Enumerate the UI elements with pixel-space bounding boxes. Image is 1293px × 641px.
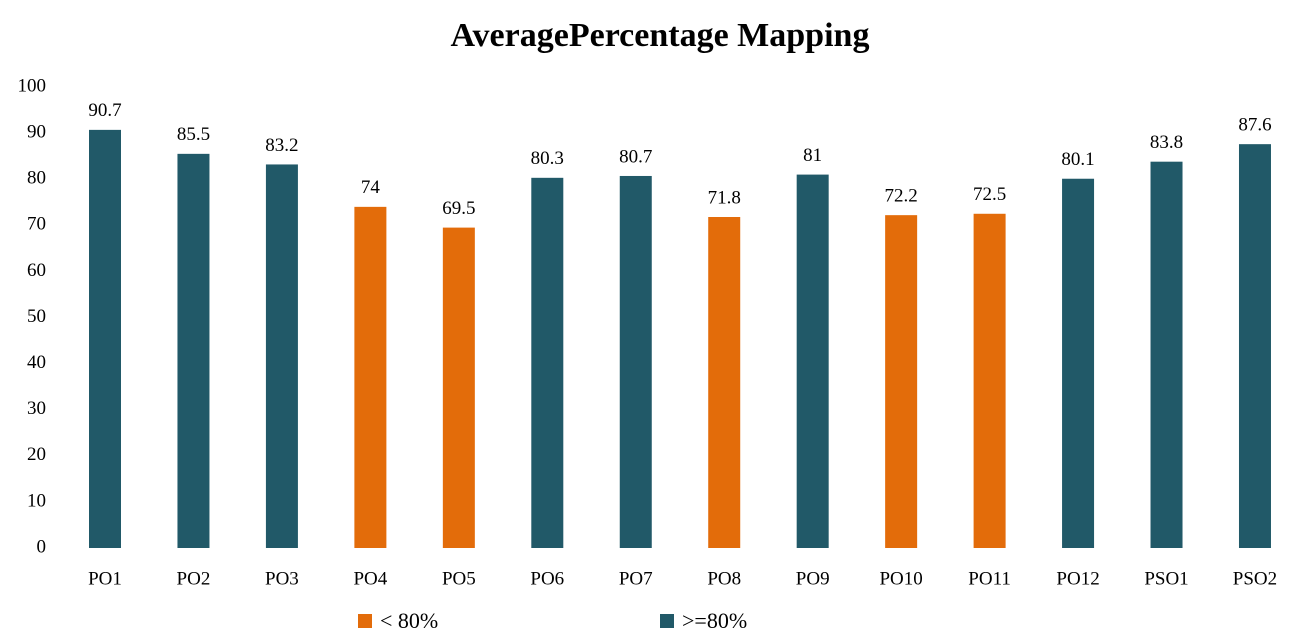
bar [1238, 144, 1271, 548]
bar [177, 153, 210, 548]
y-tick-label: 90 [27, 121, 46, 142]
bar [619, 175, 652, 548]
value-label: 69.5 [442, 198, 475, 219]
value-label: 80.1 [1061, 149, 1094, 170]
bar [708, 217, 741, 548]
legend-swatch [660, 614, 674, 628]
value-label: 87.6 [1238, 115, 1271, 136]
x-tick-label: PO6 [530, 568, 564, 589]
legend-label: >=80% [682, 608, 747, 633]
bar [354, 206, 387, 549]
legend-label: < 80% [380, 608, 438, 633]
legend-swatch [358, 614, 372, 628]
x-tick-label: PO1 [88, 568, 122, 589]
x-tick-label: PO2 [177, 568, 211, 589]
x-tick-label: PO12 [1056, 568, 1099, 589]
x-tick-label: PO9 [796, 568, 830, 589]
value-label: 71.8 [708, 187, 741, 208]
bar [1062, 178, 1095, 548]
y-tick-label: 60 [27, 260, 46, 281]
y-tick-label: 80 [27, 168, 46, 189]
x-tick-label: PO3 [265, 568, 299, 589]
value-label: 72.5 [973, 184, 1006, 205]
bar [1150, 161, 1183, 548]
bar [796, 174, 829, 548]
bar [531, 177, 564, 548]
x-tick-label: PO10 [879, 568, 922, 589]
y-tick-label: 100 [18, 75, 47, 96]
value-label: 74 [361, 177, 381, 198]
value-label: 72.2 [885, 186, 918, 207]
y-tick-label: 50 [27, 306, 46, 327]
y-tick-label: 30 [27, 398, 46, 419]
value-label: 90.7 [88, 100, 121, 121]
x-tick-label: PO11 [968, 568, 1011, 589]
value-label: 83.2 [265, 135, 298, 156]
x-tick-label: PO8 [707, 568, 741, 589]
value-label: 83.8 [1150, 132, 1183, 153]
bar [885, 215, 918, 548]
value-label: 80.3 [531, 148, 564, 169]
value-label: 85.5 [177, 124, 210, 145]
bar [442, 227, 475, 549]
x-tick-label: PSO2 [1233, 568, 1277, 589]
y-tick-label: 70 [27, 214, 46, 235]
y-tick-label: 10 [27, 490, 46, 511]
x-tick-label: PO5 [442, 568, 476, 589]
value-label: 80.7 [619, 146, 652, 167]
x-tick-label: PO7 [619, 568, 653, 589]
x-tick-label: PSO1 [1144, 568, 1188, 589]
bar [265, 164, 298, 548]
value-label: 81 [803, 145, 822, 166]
bar [89, 129, 121, 549]
x-tick-label: PO4 [353, 568, 387, 589]
y-tick-label: 20 [27, 444, 46, 465]
y-tick-label: 0 [37, 536, 47, 557]
y-tick-label: 40 [27, 352, 46, 373]
bar [973, 213, 1006, 548]
chart-title: AveragePercentage Mapping [451, 17, 870, 54]
